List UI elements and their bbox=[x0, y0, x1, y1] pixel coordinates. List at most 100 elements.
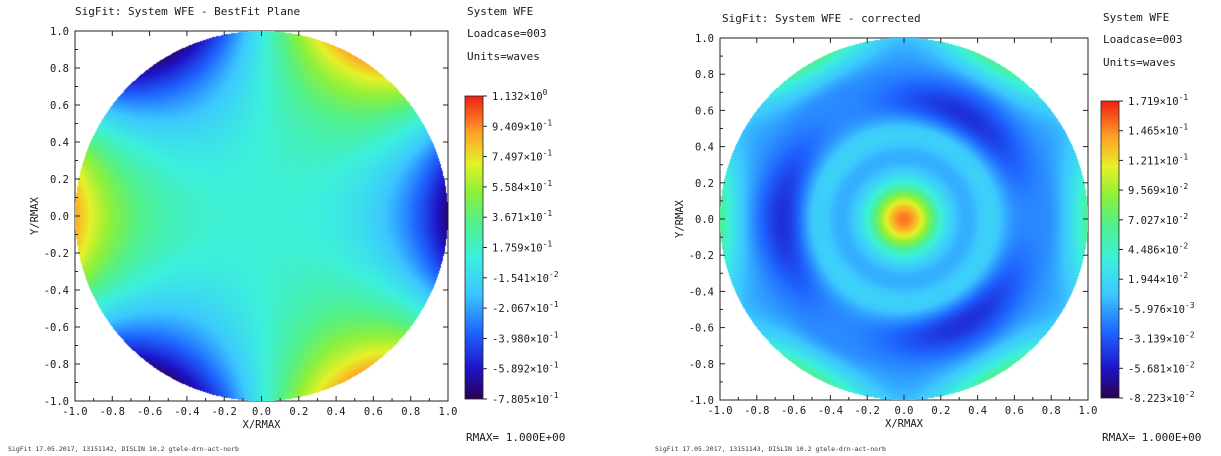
colorbar-label-times: ×10 bbox=[530, 273, 549, 285]
colorbar-label-times: ×10 bbox=[1166, 304, 1185, 316]
colorbar-label-mantissa: 1.211 bbox=[1128, 155, 1160, 167]
colorbar-label: 1.465×10-1 bbox=[1128, 123, 1188, 138]
colorbar-label-exponent: -1 bbox=[543, 179, 553, 188]
colorbar-label: -3.980×10-1 bbox=[492, 330, 559, 345]
x-tick-label: -0.4 bbox=[818, 405, 843, 417]
colorbar-label-times: ×10 bbox=[1166, 363, 1185, 375]
colorbar-label-mantissa: 1.465 bbox=[1128, 126, 1160, 138]
colorbar-label-exponent: -2 bbox=[549, 270, 559, 279]
colorbar-label-mantissa: 4.486 bbox=[1128, 245, 1160, 257]
colorbar-label-times: ×10 bbox=[1160, 245, 1179, 257]
colorbar-label-times: ×10 bbox=[530, 364, 549, 376]
colorbar-label-exponent: -1 bbox=[543, 240, 553, 249]
colorbar-label: 1.759×10-1 bbox=[492, 240, 552, 255]
y-tick-label: -1.0 bbox=[44, 396, 69, 408]
colorbar-label: 1.211×10-1 bbox=[1128, 152, 1188, 167]
colorbar-label-times: ×10 bbox=[524, 152, 543, 164]
colorbar-label: 9.409×10-1 bbox=[492, 118, 552, 133]
colorbar-label: -8.223×10-2 bbox=[1128, 390, 1195, 405]
colorbar-label-exponent: -1 bbox=[549, 300, 559, 309]
x-tick-label: -0.6 bbox=[781, 405, 806, 417]
y-tick-label: -0.2 bbox=[689, 250, 714, 262]
colorbar-label-exponent: -2 bbox=[1179, 182, 1189, 191]
colorbar-label: -1.541×10-2 bbox=[492, 270, 559, 285]
x-tick-label: -0.2 bbox=[855, 405, 880, 417]
x-axis-label: X/RMAX bbox=[885, 418, 924, 430]
colorbar-label: 4.486×10-2 bbox=[1128, 242, 1188, 257]
colorbar-label-times: ×10 bbox=[530, 394, 549, 406]
x-tick-label: 0.6 bbox=[364, 406, 383, 418]
y-tick-label: 0.8 bbox=[50, 63, 69, 75]
footer-stamp: SigFit 17.05.2017, 13151142, DISLIN 10.2… bbox=[8, 445, 239, 453]
colorbar-label-mantissa: -5.681 bbox=[1128, 363, 1166, 375]
x-tick-label: 1.0 bbox=[1079, 405, 1098, 417]
y-tick-label: -1.0 bbox=[689, 395, 714, 407]
colorbar-label-exponent: 0 bbox=[543, 88, 548, 97]
y-tick-label: 0.0 bbox=[50, 211, 69, 223]
colorbar-label: 9.569×10-2 bbox=[1128, 182, 1188, 197]
colorbar-label-times: ×10 bbox=[1166, 334, 1185, 346]
colorbar-label-exponent: -2 bbox=[1185, 360, 1195, 369]
colorbar-label-times: ×10 bbox=[1160, 185, 1179, 197]
x-tick-label: -0.4 bbox=[174, 406, 199, 418]
colorbar-label-mantissa: 1.719 bbox=[1128, 96, 1160, 108]
y-tick-label: -0.8 bbox=[689, 359, 714, 371]
colorbar-label-exponent: -2 bbox=[1179, 271, 1189, 280]
colorbar-label-times: ×10 bbox=[524, 91, 543, 103]
wavefront-map bbox=[75, 31, 448, 401]
y-tick-label: -0.2 bbox=[44, 248, 69, 260]
colorbar-label-times: ×10 bbox=[1160, 215, 1179, 227]
x-tick-label: 0.8 bbox=[401, 406, 420, 418]
y-tick-label: -0.4 bbox=[44, 285, 69, 297]
chart-title: SigFit: System WFE - corrected bbox=[722, 12, 921, 25]
x-tick-label: -0.2 bbox=[212, 406, 237, 418]
y-tick-label: -0.4 bbox=[689, 286, 714, 298]
info-line: System WFE bbox=[1103, 11, 1169, 24]
colorbar-label-exponent: -1 bbox=[543, 149, 553, 158]
colorbar bbox=[1100, 100, 1120, 399]
colorbar-label-times: ×10 bbox=[524, 212, 543, 224]
colorbar-label-exponent: -1 bbox=[543, 209, 553, 218]
y-tick-label: -0.6 bbox=[689, 323, 714, 335]
y-tick-label: 0.6 bbox=[695, 105, 714, 117]
colorbar-label-exponent: -2 bbox=[1185, 331, 1195, 340]
colorbar-label-exponent: -1 bbox=[1179, 93, 1189, 102]
colorbar-label-times: ×10 bbox=[1160, 96, 1179, 108]
info-line: Loadcase=003 bbox=[1103, 33, 1182, 46]
colorbar-label-mantissa: 9.409 bbox=[492, 121, 524, 133]
colorbar-label-times: ×10 bbox=[1160, 155, 1179, 167]
colorbar-label-mantissa: 5.584 bbox=[492, 182, 524, 194]
colorbar-label-mantissa: -5.976 bbox=[1128, 304, 1166, 316]
colorbar-label: 3.671×10-1 bbox=[492, 209, 552, 224]
x-tick-label: 0.6 bbox=[1005, 405, 1024, 417]
y-tick-label: 0.6 bbox=[50, 100, 69, 112]
x-tick-label: -0.8 bbox=[100, 406, 125, 418]
y-tick-label: 0.4 bbox=[50, 137, 69, 149]
info-line: Units=waves bbox=[1103, 56, 1176, 69]
colorbar-label: 1.132×100 bbox=[492, 88, 548, 103]
x-axis-label: X/RMAX bbox=[243, 419, 282, 431]
colorbar-label-exponent: -1 bbox=[549, 391, 559, 400]
colorbar-label: 7.497×10-1 bbox=[492, 149, 552, 164]
colorbar-label-times: ×10 bbox=[1160, 274, 1179, 286]
colorbar-label-mantissa: -2.067 bbox=[492, 303, 530, 315]
colorbar-label-times: ×10 bbox=[530, 303, 549, 315]
wavefront-map bbox=[720, 38, 1088, 400]
colorbar-label-mantissa: -1.541 bbox=[492, 273, 530, 285]
y-axis-label: Y/RMAX bbox=[29, 196, 41, 235]
x-tick-label: 0.8 bbox=[1042, 405, 1061, 417]
colorbar-label-mantissa: -5.892 bbox=[492, 364, 530, 376]
y-tick-label: 0.4 bbox=[695, 142, 714, 154]
x-tick-label: -1.0 bbox=[707, 405, 732, 417]
y-tick-label: 0.2 bbox=[50, 174, 69, 186]
colorbar-label-times: ×10 bbox=[1166, 393, 1185, 405]
x-tick-label: -1.0 bbox=[62, 406, 87, 418]
footer-stamp: SigFit 17.05.2017, 13151143, DISLIN 10.2… bbox=[655, 445, 886, 453]
colorbar-label-mantissa: 1.944 bbox=[1128, 274, 1160, 286]
info-line: Loadcase=003 bbox=[467, 27, 546, 40]
colorbar-label-mantissa: -7.805 bbox=[492, 394, 530, 406]
rmax-label: RMAX= 1.000E+00 bbox=[1102, 431, 1201, 444]
colorbar-label-exponent: -1 bbox=[543, 118, 553, 127]
colorbar-label-exponent: -1 bbox=[1179, 123, 1189, 132]
